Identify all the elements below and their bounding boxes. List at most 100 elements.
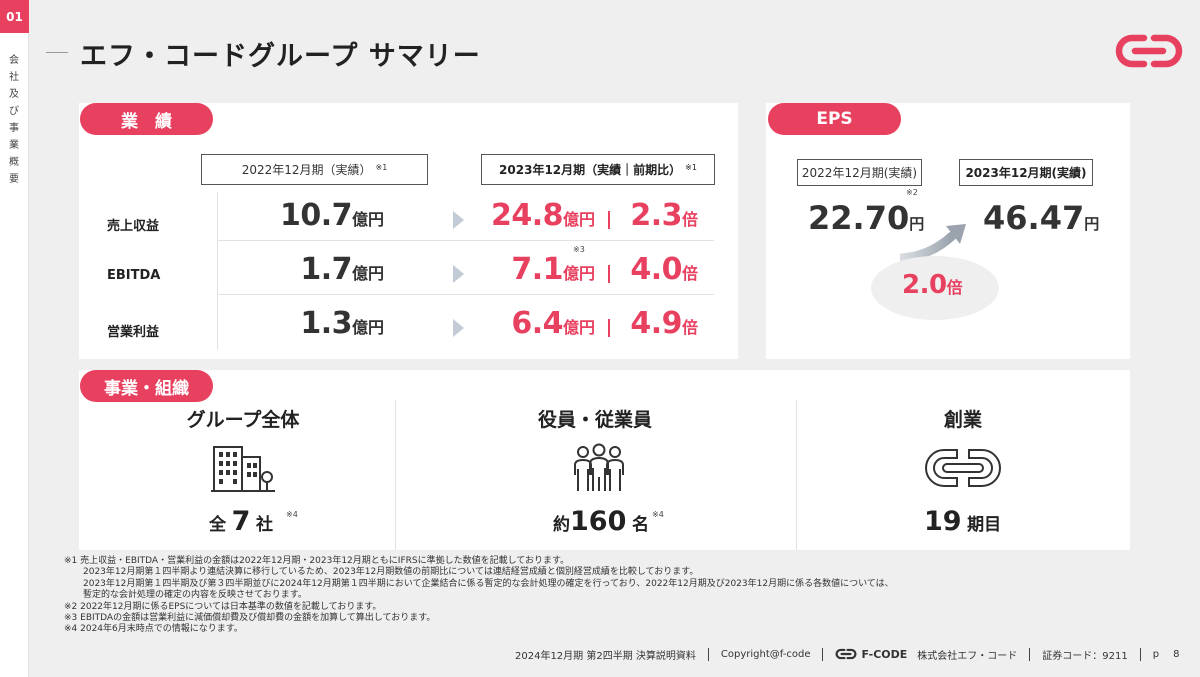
staff-number: 160 bbox=[570, 506, 627, 537]
eps-ratio-number: 2.0 bbox=[902, 270, 947, 300]
group-total-title: グループ全体 bbox=[186, 409, 300, 431]
op-profit-ratio-number: 4.9 bbox=[630, 306, 682, 341]
row-label-divider bbox=[217, 192, 218, 350]
row-divider bbox=[217, 240, 714, 241]
performance-label: 業 績 bbox=[80, 103, 213, 135]
eps-curr-number: 46.47 bbox=[983, 199, 1085, 237]
footer-company: 株式会社エフ・コード bbox=[917, 650, 1018, 662]
footer-divider bbox=[1029, 647, 1031, 661]
op-profit-curr-number: 6.4 bbox=[511, 306, 563, 341]
footer-page-number: 8 bbox=[1173, 648, 1180, 660]
group-total-unit: 社 bbox=[255, 515, 273, 535]
business-card bbox=[79, 370, 1130, 550]
ebitda-prev-unit: 億円 bbox=[351, 264, 384, 283]
column-header-curr: 2023年12月期（実績｜前期比） ※1 bbox=[481, 154, 715, 185]
section-number: 01 bbox=[0, 0, 29, 33]
column-header-curr-note: ※1 bbox=[685, 163, 697, 172]
group-total-note: ※4 bbox=[286, 510, 298, 519]
eps-prev-value: 22.70円 bbox=[808, 199, 924, 237]
revenue-curr-value: 24.8億円 bbox=[491, 198, 595, 233]
op-profit-curr-unit: 億円 bbox=[562, 318, 595, 337]
curved-arrow-icon bbox=[900, 224, 966, 262]
revenue-ratio-number: 2.3 bbox=[630, 198, 682, 233]
op-profit-curr-value: 6.4億円 bbox=[511, 306, 595, 341]
page-title: エフ・コードグループ サマリー bbox=[80, 41, 481, 72]
revenue-ratio-value: 2.3倍 bbox=[630, 198, 698, 233]
row-label-operating-profit: 営業利益 bbox=[107, 325, 160, 340]
column-divider bbox=[796, 400, 797, 550]
column-header-curr-text: 2023年12月期（実績｜前期比） bbox=[499, 163, 682, 177]
ebitda-curr-value: 7.1億円 bbox=[511, 252, 595, 287]
founding-value: 19 期目 bbox=[924, 506, 1001, 537]
ebitda-prev-number: 1.7 bbox=[300, 252, 352, 287]
staff-prefix: 約 bbox=[553, 515, 570, 535]
eps-ratio-unit: 倍 bbox=[946, 278, 963, 297]
footnote-1-cont: 2023年12月期第１四半期より連結決算に移行しているため、2023年12月期数… bbox=[83, 567, 699, 578]
footer-code: 証券コード：9211 bbox=[1042, 650, 1128, 662]
footer-divider bbox=[707, 647, 709, 661]
revenue-curr-number: 24.8 bbox=[490, 198, 564, 233]
group-total-value: 全 7 社 bbox=[209, 506, 273, 537]
footer-page-prefix: p bbox=[1152, 648, 1160, 660]
footer-divider bbox=[822, 647, 824, 661]
eps-column-header-curr: 2023年12月期(実績) bbox=[959, 159, 1093, 186]
performance-card bbox=[79, 103, 738, 359]
row-divider bbox=[217, 294, 714, 295]
op-profit-prev-value: 1.3億円 bbox=[300, 306, 384, 341]
staff-value: 約160 名 bbox=[553, 506, 649, 537]
founding-number: 19 bbox=[924, 506, 962, 537]
group-total-prefix: 全 bbox=[209, 515, 226, 535]
column-divider bbox=[395, 400, 396, 550]
ebitda-note: ※3 bbox=[573, 245, 585, 254]
business-label: 事業・組織 bbox=[80, 370, 213, 402]
arrow-right-icon bbox=[453, 319, 464, 337]
eps-ratio-value: 2.0倍 bbox=[902, 270, 963, 300]
arrow-right-icon bbox=[453, 211, 464, 229]
arrow-right-icon bbox=[453, 265, 464, 283]
founding-unit: 期目 bbox=[967, 515, 1002, 535]
ebitda-curr-unit: 億円 bbox=[562, 264, 595, 283]
footnote-1: ※1 売上収益・EBITDA・営業利益の金額は2022年12月期・2023年12… bbox=[64, 556, 570, 566]
op-profit-prev-number: 1.3 bbox=[300, 306, 352, 341]
fcode-logo-icon bbox=[925, 449, 1001, 487]
footnote-1-cont: 暫定的な会計処理の確定の内容を反映させております。 bbox=[83, 590, 307, 601]
staff-title: 役員・従業員 bbox=[537, 409, 652, 431]
eps-curr-value: 46.47円 bbox=[983, 199, 1099, 237]
footnotes: ※1 売上収益・EBITDA・営業利益の金額は2022年12月期・2023年12… bbox=[64, 556, 1174, 636]
footer-doc: 2024年12月期 第2四半期 決算説明資料 bbox=[515, 650, 696, 662]
op-profit-prev-unit: 億円 bbox=[351, 318, 384, 337]
eps-prev-number: 22.70 bbox=[808, 199, 910, 237]
footer-divider bbox=[1139, 647, 1141, 661]
revenue-prev-value: 10.7億円 bbox=[280, 198, 384, 233]
op-profit-ratio-value: 4.9倍 bbox=[630, 306, 698, 341]
section-vertical-label: 会社及び事業概要 bbox=[9, 55, 19, 185]
column-header-prev: 2022年12月期（実績） ※1 bbox=[201, 154, 428, 185]
footnote-1-cont: 2023年12月期第１四半期及び第３四半期並びに2024年12月期第１四半期にお… bbox=[83, 578, 894, 589]
revenue-prev-number: 10.7 bbox=[279, 198, 353, 233]
founding-title: 創業 bbox=[943, 409, 982, 431]
footer: 2024年12月期 第2四半期 決算説明資料 Copyright@f-code … bbox=[515, 646, 1179, 662]
row-label-ebitda: EBITDA bbox=[107, 268, 161, 283]
value-separator bbox=[608, 211, 610, 229]
eps-prev-unit: 円 bbox=[909, 215, 925, 233]
ebitda-ratio-unit: 倍 bbox=[681, 264, 698, 283]
staff-unit: 名 bbox=[631, 515, 649, 535]
eps-prev-note: ※2 bbox=[906, 188, 918, 197]
footnote-2: ※2 2022年12月期に係るEPSについては日本基準の数値を記載しております。 bbox=[64, 601, 382, 612]
revenue-curr-unit: 億円 bbox=[562, 210, 595, 229]
column-header-prev-note: ※1 bbox=[375, 163, 388, 172]
footnote-4: ※4 2024年6月末時点での情報になります。 bbox=[64, 624, 243, 635]
fcode-logo-icon bbox=[1115, 34, 1183, 68]
row-label-revenue: 売上収益 bbox=[107, 219, 160, 234]
revenue-ratio-unit: 倍 bbox=[681, 210, 698, 229]
people-icon bbox=[574, 443, 624, 491]
ebitda-ratio-value: 4.0倍 bbox=[630, 252, 698, 287]
eps-curr-unit: 円 bbox=[1084, 215, 1100, 233]
ebitda-ratio-number: 4.0 bbox=[630, 252, 682, 287]
column-header-prev-text: 2022年12月期（実績） bbox=[241, 163, 372, 177]
ebitda-prev-value: 1.7億円 bbox=[300, 252, 384, 287]
eps-label: EPS bbox=[768, 103, 901, 135]
fcode-logo-icon bbox=[835, 648, 857, 660]
footer-brand: F-CODE bbox=[861, 647, 908, 661]
title-dash bbox=[46, 52, 68, 53]
